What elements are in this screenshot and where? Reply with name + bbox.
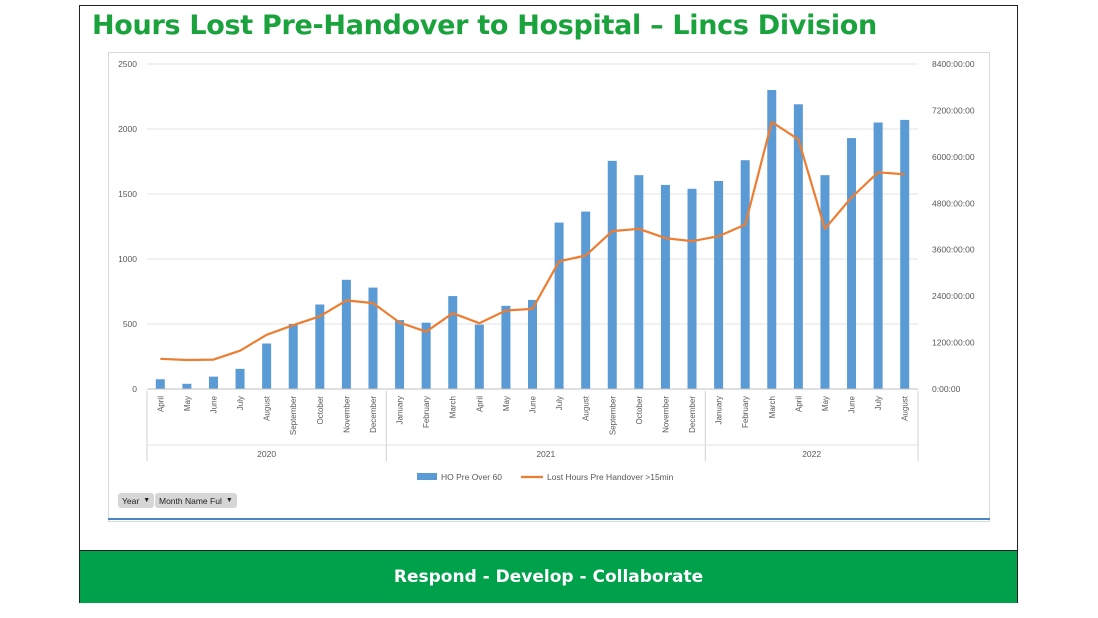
legend-label-bars: HO Pre Over 60: [441, 472, 502, 482]
x-month-label: May: [821, 396, 830, 411]
x-month-label: April: [794, 396, 803, 412]
y-right-tick-label: 4800:00:00: [932, 198, 975, 208]
bar-october: [634, 175, 644, 389]
legend-swatch-bars: [417, 473, 437, 480]
bar-april: [474, 324, 484, 389]
y-left-tick-label: 2000: [118, 124, 137, 134]
x-month-label: September: [608, 396, 617, 435]
dropdown-arrow-icon: ▼: [225, 497, 233, 504]
x-month-label: July: [236, 396, 245, 410]
bar-october: [315, 304, 325, 389]
x-month-label: April: [156, 396, 165, 412]
x-month-label: March: [449, 396, 458, 418]
bar-august: [900, 119, 910, 390]
year-label: 2022: [802, 449, 821, 459]
x-month-label: December: [369, 396, 378, 433]
bar-january: [395, 320, 405, 389]
bar-february: [421, 322, 431, 389]
x-month-label: November: [342, 396, 351, 433]
bar-december: [687, 188, 697, 389]
bar-november: [341, 279, 351, 389]
x-month-label: August: [582, 395, 591, 421]
bar-april: [793, 104, 803, 390]
x-month-label: March: [768, 396, 777, 418]
bar-june: [847, 138, 857, 389]
bar-april: [155, 379, 165, 389]
x-month-label: February: [741, 396, 750, 428]
x-month-label: May: [183, 396, 192, 411]
x-month-label: July: [874, 396, 883, 410]
x-month-label: February: [422, 396, 431, 428]
month-filter-button[interactable]: Month Name Ful ▼: [155, 493, 237, 508]
x-month-label: September: [289, 396, 298, 435]
bar-september: [607, 160, 617, 389]
slide-frame: Hours Lost Pre-Handover to Hospital – Li…: [79, 5, 1018, 603]
y-right-tick-label: 6000:00:00: [932, 152, 975, 162]
bar-june: [208, 376, 218, 389]
page-title: Hours Lost Pre-Handover to Hospital – Li…: [92, 10, 877, 41]
x-month-label: August: [901, 395, 910, 421]
y-right-tick-label: 1200:00:00: [932, 338, 975, 348]
bar-august: [262, 343, 272, 389]
x-month-label: July: [555, 396, 564, 410]
x-month-label: December: [688, 396, 697, 433]
y-right-tick-label: 8400:00:00: [932, 59, 975, 69]
month-filter-label: Month Name Ful: [159, 495, 222, 506]
x-month-label: April: [475, 396, 484, 412]
line-series-lost-hours: [160, 120, 905, 362]
bar-july: [873, 122, 883, 389]
bar-march: [767, 90, 777, 389]
combo-chart: 0 500 1000 1500 2000 2500 0:00:00 1200:00:00 240…: [118, 59, 975, 482]
legend-label-line: Lost Hours Pre Handover >15min: [547, 472, 674, 482]
x-month-label: June: [848, 395, 857, 413]
y-left-tick-label: 0: [132, 384, 137, 394]
year-filter-label: Year: [122, 495, 140, 506]
y-left-tick-label: 1500: [118, 189, 137, 199]
y-left-tick-label: 500: [123, 319, 137, 329]
x-month-label: October: [635, 396, 644, 425]
year-label: 2021: [536, 449, 555, 459]
bar-june: [528, 299, 537, 389]
x-month-label: January: [396, 396, 405, 424]
dropdown-arrow-icon: ▼: [143, 497, 151, 504]
x-month-label: January: [715, 396, 724, 424]
footer-banner: Respond - Develop - Collaborate: [80, 550, 1017, 603]
bar-august: [581, 211, 591, 389]
bar-may: [820, 175, 830, 389]
x-month-label: May: [502, 396, 511, 411]
chart-bottom-rule: [108, 518, 990, 520]
bar-may: [182, 383, 192, 389]
bar-january: [714, 181, 724, 389]
footer-text: Respond - Develop - Collaborate: [393, 567, 704, 587]
bar-july: [554, 222, 564, 389]
bar-september: [288, 324, 298, 389]
chart-area: [108, 52, 990, 522]
y-right-tick-label: 2400:00:00: [932, 291, 975, 301]
bar-december: [368, 287, 378, 389]
x-month-label: June: [209, 395, 218, 413]
bar-february: [740, 160, 750, 389]
y-left-tick-label: 2500: [118, 59, 137, 69]
x-month-label: June: [529, 395, 538, 413]
bar-july: [235, 368, 245, 389]
year-label: 2020: [257, 449, 276, 459]
y-left-tick-label: 1000: [118, 254, 137, 264]
x-month-label: October: [316, 396, 325, 425]
y-right-tick-label: 0:00:00: [932, 384, 961, 394]
y-right-tick-label: 7200:00:00: [932, 105, 975, 115]
bar-november: [660, 184, 670, 389]
year-filter-button[interactable]: Year ▼: [118, 493, 155, 508]
x-month-label: November: [661, 396, 670, 433]
y-right-tick-label: 3600:00:00: [932, 245, 975, 255]
x-month-label: August: [263, 395, 272, 421]
bar-march: [448, 296, 458, 389]
bar-may: [501, 305, 511, 389]
